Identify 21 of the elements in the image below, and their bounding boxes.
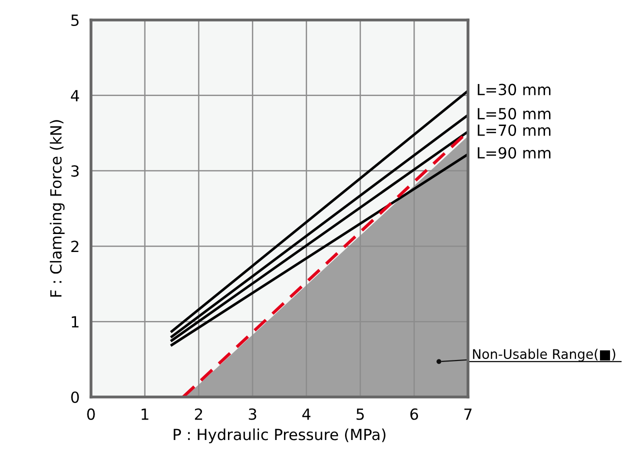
series-label: L=70 mm [478,124,550,136]
y-tick-label: 3 [71,165,79,177]
y-tick-label: 1 [72,316,78,328]
series-label: L=90 mm [478,147,550,159]
y-tick-label: 4 [70,90,80,102]
x-axis-title: P : Hydraulic Pressure (MPa) [174,428,386,444]
x-tick-label: 5 [356,408,364,420]
x-tick-label: 1 [142,408,148,420]
y-tick-label: 5 [71,14,79,26]
y-tick-label: 0 [71,391,79,404]
x-tick-label: 3 [248,408,256,420]
series-label: L=30 mm [478,84,550,96]
y-tick-label: 2 [71,240,78,252]
x-tick-label: 6 [410,408,418,420]
annotation: Non-Usable Range(■) [473,348,616,362]
series-label: L=50 mm [478,108,550,120]
x-tick-label: 4 [302,408,310,420]
x-tick-label: 7 [464,408,472,420]
x-tick-label: 2 [194,408,202,420]
y-axis-title: F : Clamping Force (kN) [50,120,65,297]
x-tick-label: 0 [87,408,95,420]
